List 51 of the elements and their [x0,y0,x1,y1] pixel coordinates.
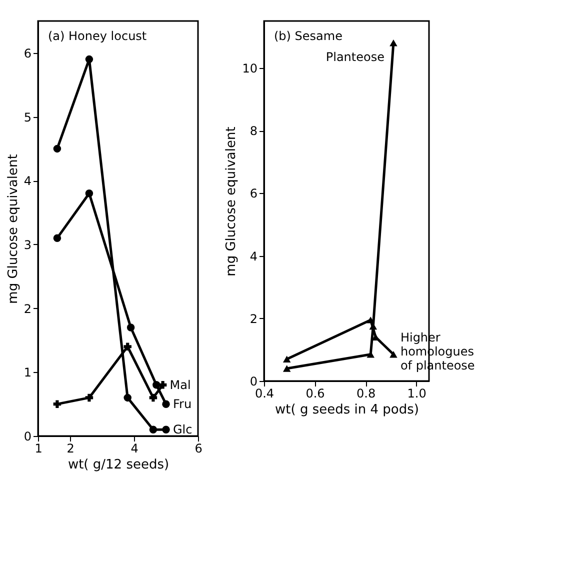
x-tick-label: 4 [130,442,138,456]
text: (a) Honey locust [48,29,147,43]
y-tick-label: 3 [24,238,32,252]
point [53,400,62,408]
x-tick-label: 1.0 [407,386,426,400]
y-tick-label: 2 [250,312,258,326]
text: (b) Sesame [274,29,342,43]
y-tick-label: 1 [24,366,32,380]
x-tick-label: 0.8 [356,386,376,400]
x-tick-label: 0.4 [254,386,274,400]
x-axis-title: wt( g/12 seeds) [68,458,170,472]
series-label: Planteose [326,50,384,64]
point [162,426,170,434]
point [158,381,167,389]
point [390,40,398,46]
y-tick-label: 4 [24,174,32,188]
x-tick-label: 2 [66,442,74,456]
point [53,234,62,242]
point [390,351,398,358]
y-axis-title: mg Glucose equivalent [224,126,240,276]
x-tick-label: 0.6 [306,386,325,400]
y-tick-label: 8 [250,124,258,138]
point [85,394,94,402]
x-tick-label: 6 [194,442,202,456]
point [85,190,94,198]
y-tick-label: 0 [250,374,258,388]
y-tick-label: 10 [242,61,258,76]
y-tick-label: 4 [250,249,258,264]
point [149,426,158,434]
y-tick-label: 6 [250,186,258,201]
y-tick-label: 6 [24,46,32,60]
point [282,365,291,372]
point [282,356,291,362]
y-axis-title: mg Glucose equivalent [6,154,21,304]
point [149,394,158,402]
y-tick-label: 5 [24,110,32,124]
point [124,342,132,350]
series-label: Glc [173,422,192,437]
point [124,394,132,402]
point [126,324,135,332]
point [152,381,160,389]
point [366,351,374,358]
point [53,144,62,153]
point [85,55,94,64]
series-label: Fru [173,397,192,412]
series-label: Mal [170,378,191,392]
y-tick-label: 2 [24,302,32,316]
x-axis-title: wt( g seeds in 4 pods) [275,402,419,418]
point [162,400,170,408]
x-tick-label: 1 [34,442,42,456]
y-tick-label: 0 [24,430,32,444]
